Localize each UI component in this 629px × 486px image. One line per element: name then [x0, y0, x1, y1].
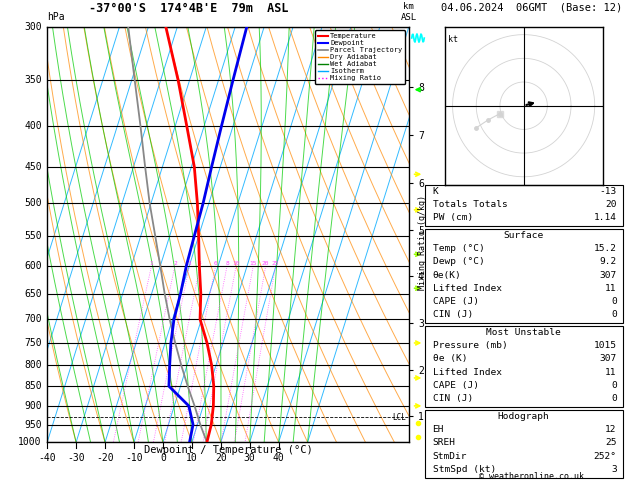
Text: 10: 10: [232, 261, 240, 266]
Text: 400: 400: [24, 121, 42, 131]
Text: 25: 25: [272, 261, 279, 266]
Text: Temp (°C): Temp (°C): [433, 244, 484, 253]
Text: kt: kt: [448, 35, 458, 44]
Text: θe (K): θe (K): [433, 354, 467, 364]
Text: K: K: [433, 187, 438, 196]
Text: 6: 6: [214, 261, 218, 266]
Text: LCL: LCL: [392, 413, 406, 422]
Text: 0: 0: [611, 394, 617, 403]
Text: 1000: 1000: [18, 437, 42, 447]
Text: © weatheronline.co.uk: © weatheronline.co.uk: [479, 472, 584, 481]
Text: StmDir: StmDir: [433, 451, 467, 461]
Text: -30: -30: [67, 452, 85, 463]
Text: 15.2: 15.2: [594, 244, 617, 253]
Text: 0: 0: [160, 452, 166, 463]
Text: 1015: 1015: [594, 341, 617, 350]
Text: 8: 8: [225, 261, 229, 266]
Text: km
ASL: km ASL: [401, 2, 417, 22]
Text: 750: 750: [24, 338, 42, 348]
Text: Totals Totals: Totals Totals: [433, 200, 507, 209]
Text: 450: 450: [24, 162, 42, 172]
Text: 20: 20: [262, 261, 269, 266]
Text: 600: 600: [24, 261, 42, 271]
Bar: [425, 410, 623, 478]
Text: 20: 20: [605, 200, 617, 209]
Text: CIN (J): CIN (J): [433, 394, 473, 403]
Text: Lifted Index: Lifted Index: [433, 368, 501, 377]
Text: -40: -40: [38, 452, 56, 463]
Text: 3: 3: [187, 261, 191, 266]
Text: Hodograph: Hodograph: [498, 412, 550, 421]
Text: 9.2: 9.2: [599, 257, 617, 266]
Text: hPa: hPa: [47, 12, 65, 22]
Text: 500: 500: [24, 198, 42, 208]
Text: 12: 12: [605, 425, 617, 434]
Text: StmSpd (kt): StmSpd (kt): [433, 465, 496, 474]
Text: CAPE (J): CAPE (J): [433, 381, 479, 390]
Text: SREH: SREH: [433, 438, 455, 448]
Text: 307: 307: [599, 354, 617, 364]
Text: 2: 2: [173, 261, 177, 266]
Text: 1.14: 1.14: [594, 213, 617, 222]
Text: 800: 800: [24, 360, 42, 370]
Text: 20: 20: [215, 452, 226, 463]
Text: 0: 0: [611, 297, 617, 306]
Text: PW (cm): PW (cm): [433, 213, 473, 222]
Text: Lifted Index: Lifted Index: [433, 284, 501, 293]
Text: 700: 700: [24, 314, 42, 324]
Bar: [425, 229, 623, 323]
Bar: [425, 326, 623, 407]
Text: 950: 950: [24, 419, 42, 430]
Text: 30: 30: [244, 452, 255, 463]
Text: 307: 307: [599, 271, 617, 279]
Text: 252°: 252°: [594, 451, 617, 461]
Bar: [425, 185, 623, 226]
Text: 0: 0: [611, 381, 617, 390]
Text: 350: 350: [24, 75, 42, 85]
Text: Mixing Ratio (g/kg): Mixing Ratio (g/kg): [418, 195, 427, 291]
Text: 10: 10: [186, 452, 198, 463]
Text: 25: 25: [605, 438, 617, 448]
Text: Pressure (mb): Pressure (mb): [433, 341, 507, 350]
Text: 11: 11: [605, 368, 617, 377]
Text: CIN (J): CIN (J): [433, 311, 473, 319]
Text: Most Unstable: Most Unstable: [486, 328, 561, 337]
Text: 550: 550: [24, 231, 42, 241]
Text: 850: 850: [24, 381, 42, 391]
Text: 1: 1: [150, 261, 153, 266]
Text: -20: -20: [96, 452, 114, 463]
Text: 04.06.2024  06GMT  (Base: 12): 04.06.2024 06GMT (Base: 12): [441, 2, 622, 13]
Text: CAPE (J): CAPE (J): [433, 297, 479, 306]
Text: 900: 900: [24, 401, 42, 411]
Text: 40: 40: [273, 452, 284, 463]
Text: EH: EH: [433, 425, 444, 434]
Text: 650: 650: [24, 289, 42, 298]
Legend: Temperature, Dewpoint, Parcel Trajectory, Dry Adiabat, Wet Adiabat, Isotherm, Mi: Temperature, Dewpoint, Parcel Trajectory…: [315, 30, 405, 84]
X-axis label: Dewpoint / Temperature (°C): Dewpoint / Temperature (°C): [143, 445, 313, 455]
Text: Surface: Surface: [504, 231, 543, 240]
Text: 0: 0: [611, 311, 617, 319]
Text: θe(K): θe(K): [433, 271, 461, 279]
Text: 11: 11: [605, 284, 617, 293]
Text: 4: 4: [198, 261, 202, 266]
Text: 15: 15: [250, 261, 257, 266]
Text: -13: -13: [599, 187, 617, 196]
Text: Dewp (°C): Dewp (°C): [433, 257, 484, 266]
Text: 3: 3: [611, 465, 617, 474]
Text: -10: -10: [125, 452, 143, 463]
Text: -37°00'S  174°4B'E  79m  ASL: -37°00'S 174°4B'E 79m ASL: [89, 2, 289, 16]
Text: 300: 300: [24, 22, 42, 32]
